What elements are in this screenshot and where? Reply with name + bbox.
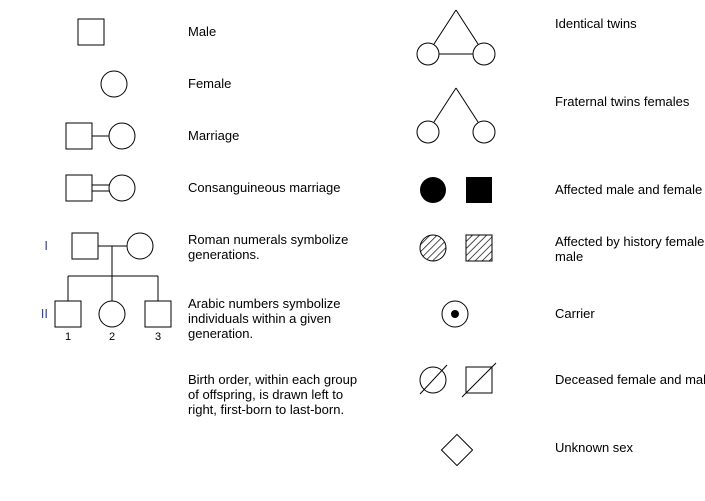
symbol-male [78, 19, 104, 45]
symbol-female [101, 71, 127, 97]
label-fraternal-twins: Fraternal twins females [555, 94, 690, 109]
child-number-2: 2 [109, 331, 115, 343]
label-arabic-2: individuals within a given [188, 311, 331, 326]
symbol-identical-twins [417, 10, 495, 65]
symbol-fraternal-twins [417, 88, 495, 143]
label-affected: Affected male and female [555, 182, 702, 197]
label-arabic-3: generation. [188, 326, 253, 341]
label-history-2: male [555, 249, 583, 264]
label-birth-3: right, first-born to last-born. [188, 402, 344, 417]
label-carrier: Carrier [555, 306, 595, 321]
symbol-affected [420, 177, 492, 203]
gen-label-i: I [44, 238, 48, 253]
label-history-1: Affected by history female and [555, 234, 705, 249]
label-birth-2: of offspring, is drawn left to [188, 387, 343, 402]
label-unknown-sex: Unknown sex [555, 440, 634, 455]
gen-label-ii: II [41, 306, 48, 321]
label-identical-twins: Identical twins [555, 16, 637, 31]
label-consanguineous: Consanguineous marriage [188, 180, 340, 195]
child-number-3: 3 [155, 331, 161, 343]
child-number-1: 1 [65, 331, 71, 343]
label-birth-1: Birth order, within each group [188, 372, 357, 387]
symbol-consanguineous [66, 175, 135, 201]
symbol-history [420, 235, 492, 261]
label-marriage: Marriage [188, 128, 239, 143]
label-female: Female [188, 76, 231, 91]
symbol-unknown-sex [441, 434, 472, 465]
symbol-marriage [66, 123, 135, 149]
label-deceased: Deceased female and male [555, 372, 705, 387]
label-arabic-1: Arabic numbers symbolize [188, 296, 340, 311]
label-roman-1: Roman numerals symbolize [188, 232, 348, 247]
symbol-carrier [442, 301, 468, 327]
label-male: Male [188, 24, 216, 39]
symbol-deceased [420, 363, 496, 397]
label-roman-2: generations. [188, 247, 260, 262]
